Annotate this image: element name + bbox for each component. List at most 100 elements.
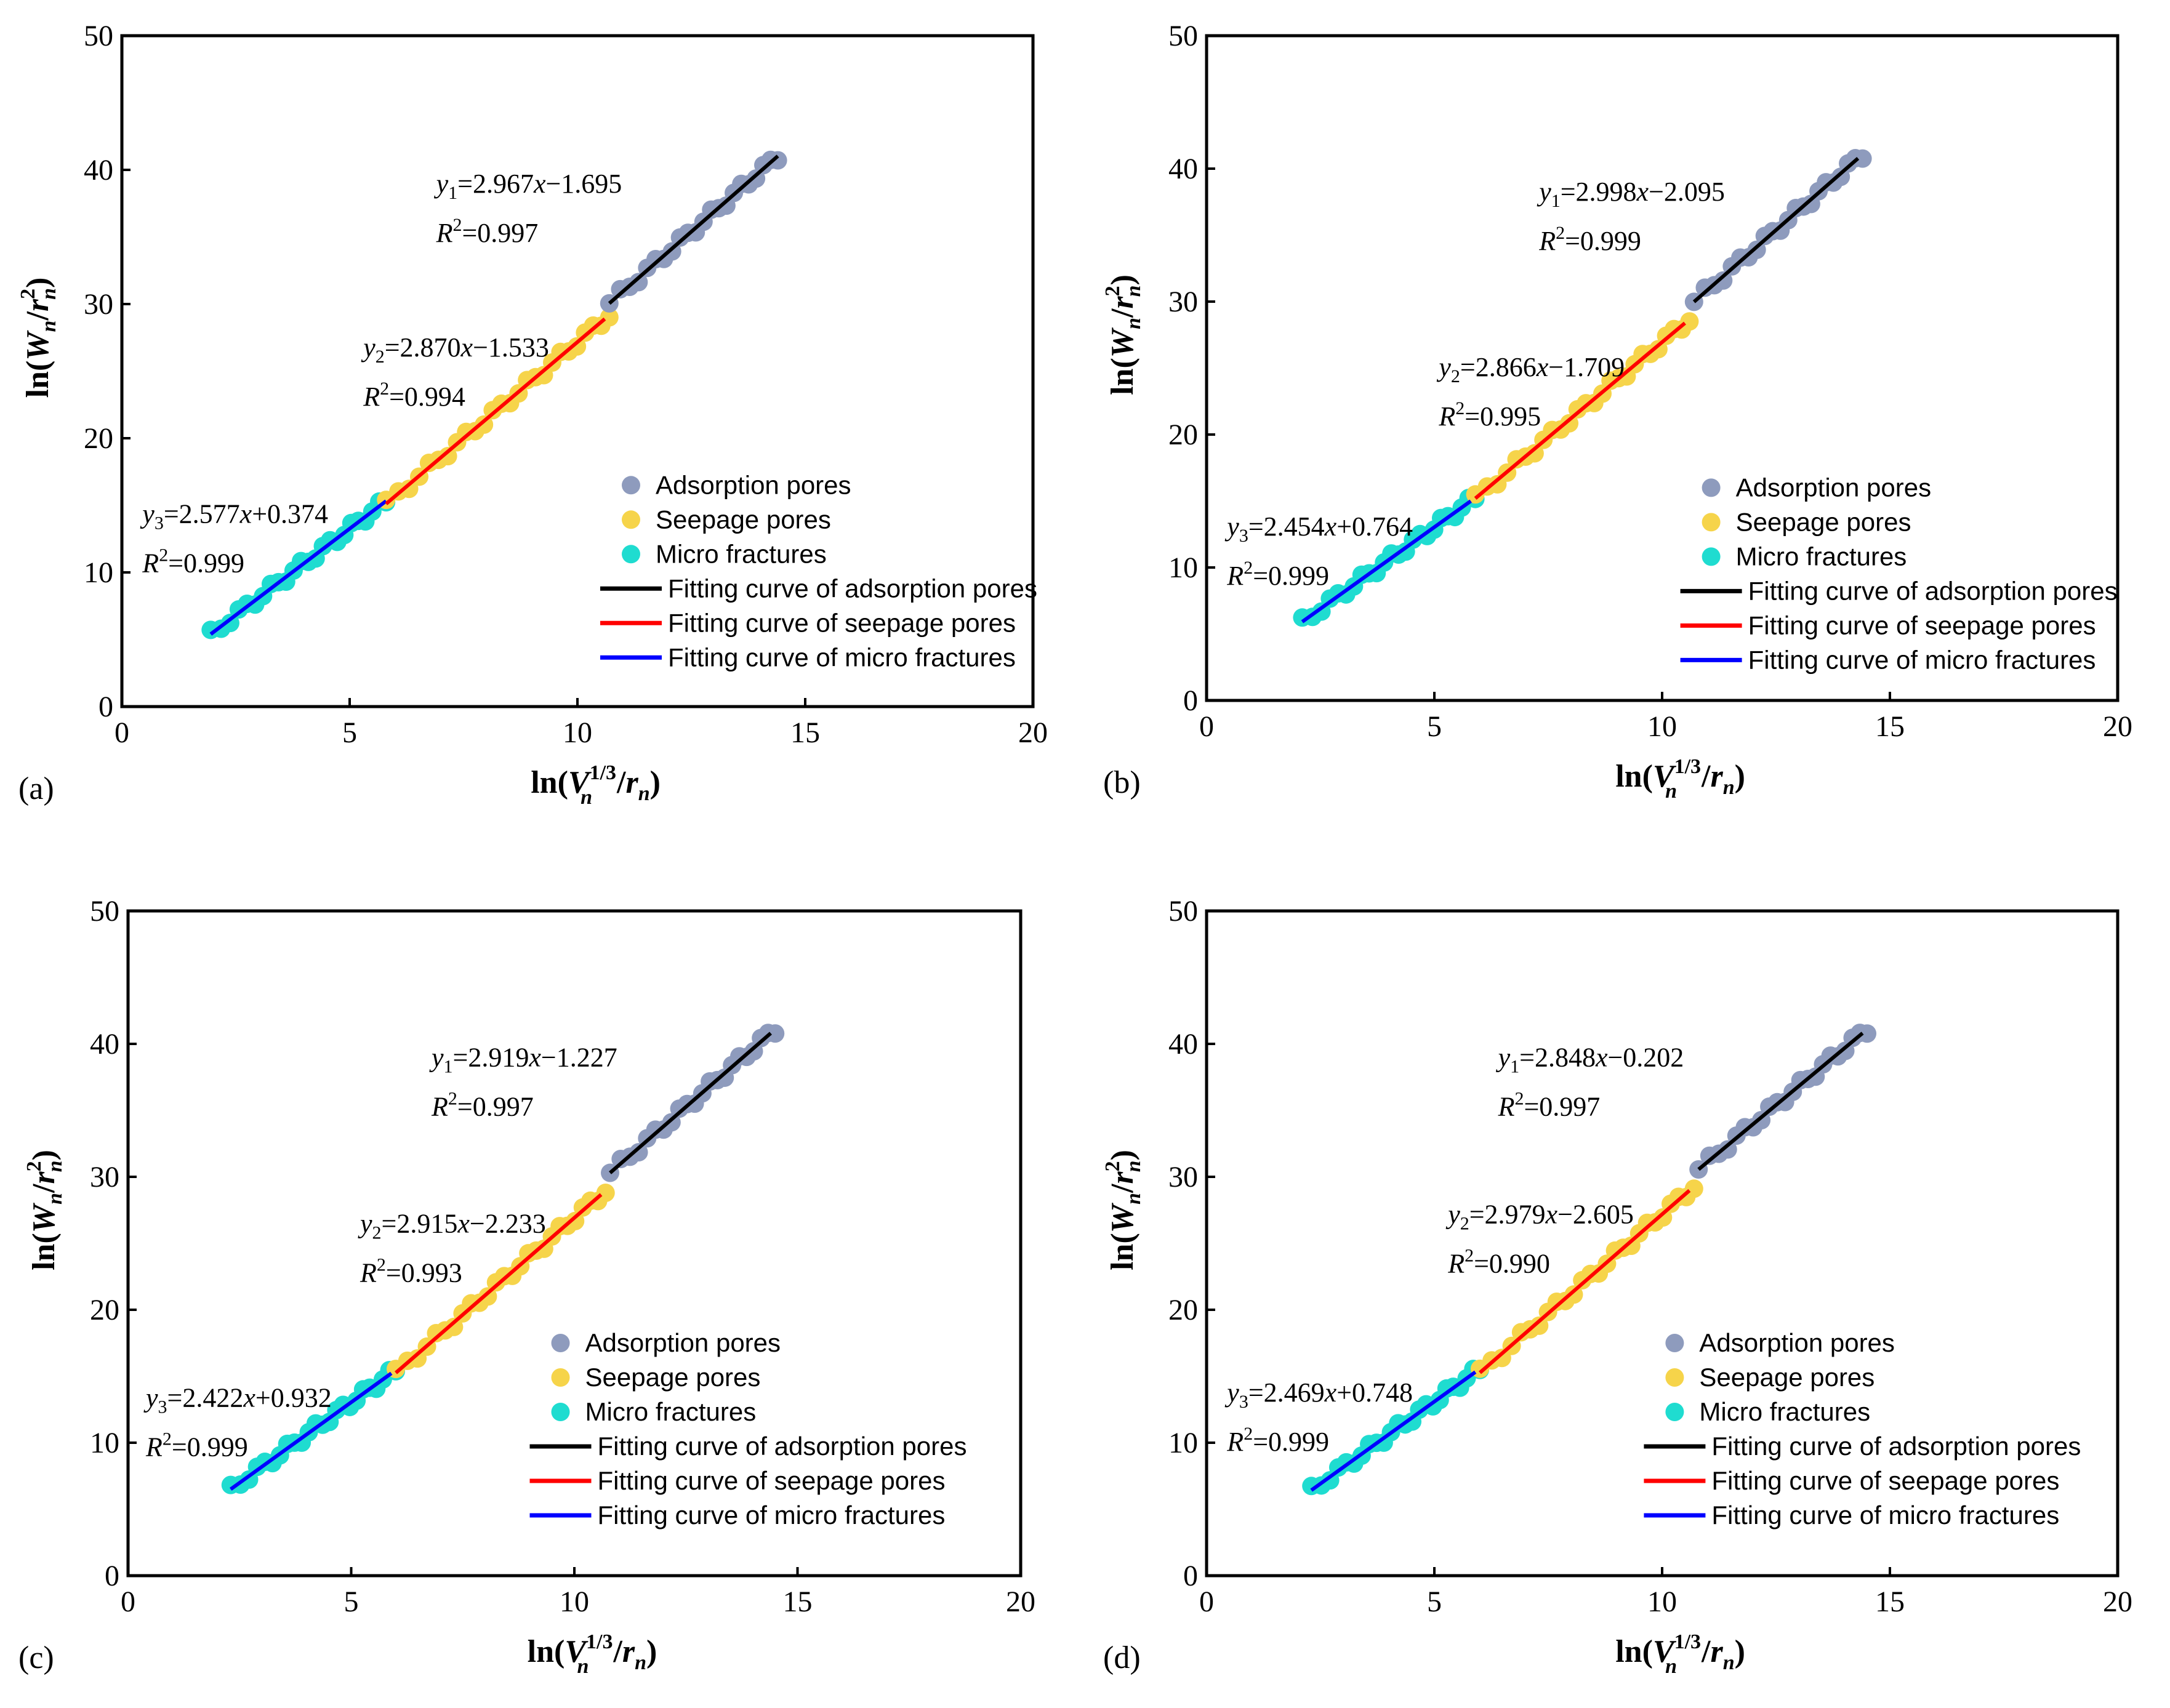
legend-micro-fractures-marker	[1665, 1403, 1684, 1421]
y-axis-label: ln(Wn/r2n)	[1101, 1150, 1145, 1270]
r-squared-1: R2=0.997	[431, 1089, 534, 1122]
x-tick-label: 5	[1427, 710, 1442, 743]
chart-svg: 0 5 10 15 20 0 10 20 30 40 50 ln(V1/3 n/rn) ln(Wn/r2n…	[1101, 20, 2132, 803]
x-tick-label: 0	[115, 716, 129, 749]
seepage-point	[444, 1317, 464, 1336]
x-tick-label: 15	[1875, 710, 1905, 743]
legend-micro-fractures-label: Micro fractures	[585, 1397, 757, 1426]
y-tick-label: 10	[84, 556, 113, 589]
fit-equation-3: y3=2.454x+0.764	[1224, 511, 1413, 546]
fit-line-adsorption	[1697, 1032, 1864, 1171]
y-tick-label: 40	[90, 1028, 119, 1060]
legend-seepage-pores-label: Seepage pores	[1736, 507, 1911, 536]
fit-line-adsorption	[1692, 156, 1860, 303]
seepage-point	[568, 337, 587, 356]
fit-equation-2: y2=2.979x−2.605	[1445, 1200, 1634, 1234]
legend-fit-adsorption-label: Fitting curve of adsorption pores	[1711, 1432, 2081, 1461]
legend-seepage-pores-marker	[622, 510, 640, 529]
r-squared-3: R2=0.999	[1226, 1424, 1329, 1457]
seepage-point	[1525, 444, 1544, 463]
fit-equation-2: y2=2.915x−2.233	[358, 1209, 546, 1243]
y-tick-label: 30	[90, 1161, 119, 1193]
micro-fracture-point	[1312, 602, 1331, 621]
r-squared-2: R2=0.993	[360, 1255, 462, 1288]
legend-adsorption-pores-marker	[1702, 478, 1721, 497]
seepage-point	[438, 447, 457, 466]
legend-micro-fractures-label: Micro fractures	[656, 539, 827, 568]
chart-panel-a: 0 5 10 15 20 0 10 20 30 40 50 ln(V1/3 n/rn) ln(Wn/r2n…	[0, 0, 1085, 854]
fit-equation-1: y1=2.998x−2.095	[1537, 177, 1725, 211]
fit-line-micro	[209, 499, 388, 636]
x-tick-label: 0	[1199, 710, 1214, 743]
r-squared-2: R2=0.994	[363, 379, 465, 412]
legend-fit-adsorption-label: Fitting curve of adsorption pores	[1748, 576, 2118, 605]
x-tick-label: 20	[1006, 1586, 1035, 1618]
seepage-point	[600, 308, 619, 327]
seepage-point	[1530, 1316, 1549, 1335]
seepage-point	[400, 479, 419, 499]
x-tick-label: 10	[560, 1586, 589, 1618]
fit-equation-2: y2=2.870x−1.533	[361, 332, 549, 367]
seepage-point	[1564, 1285, 1583, 1304]
fit-line-seepage	[385, 317, 606, 505]
r-squared-3: R2=0.999	[1226, 558, 1329, 591]
legend-fit-seepage-label: Fitting curve of seepage pores	[598, 1466, 946, 1495]
r-squared-2: R2=0.990	[1447, 1246, 1550, 1279]
chart-panel-c: 0 5 10 15 20 0 10 20 30 40 50 ln(V1/3 n/rn) ln(Wn/r2n…	[0, 854, 1085, 1707]
chart-panel-d: 0 5 10 15 20 0 10 20 30 40 50 ln(V1/3 n/rn) ln(Wn/r2n…	[1085, 854, 2169, 1707]
fit-equation-3: y3=2.577x+0.374	[140, 499, 328, 533]
x-tick-label: 15	[783, 1586, 813, 1618]
x-axis-label: ln(V1/3 n/rn)	[1615, 1630, 1745, 1678]
fit-line-adsorption	[609, 1032, 772, 1174]
x-tick-label: 10	[1647, 1586, 1677, 1618]
legend-seepage-pores-label: Seepage pores	[585, 1363, 761, 1392]
fit-equation-3: y3=2.469x+0.748	[1224, 1377, 1413, 1412]
chart-svg: 0 5 10 15 20 0 10 20 30 40 50 ln(V1/3 n/rn) ln(Wn/r2n…	[18, 895, 1035, 1678]
y-tick-label: 40	[84, 154, 113, 186]
y-axis-label: ln(Wn/r2n)	[23, 1150, 66, 1270]
r-squared-3: R2=0.999	[142, 545, 244, 578]
seepage-point	[566, 1211, 585, 1230]
y-tick-label: 50	[1168, 20, 1198, 52]
panel-label: (d)	[1103, 1640, 1141, 1675]
legend-fit-seepage-label: Fitting curve of seepage pores	[1748, 611, 2096, 639]
seepage-point	[1560, 414, 1579, 433]
y-tick-label: 30	[1168, 286, 1198, 318]
panel-label: (b)	[1103, 765, 1141, 800]
legend-adsorption-pores-label: Adsorption pores	[1736, 473, 1932, 502]
y-tick-label: 20	[84, 422, 113, 455]
fit-line-seepage	[395, 1193, 603, 1374]
chart-panel-b: 0 5 10 15 20 0 10 20 30 40 50 ln(V1/3 n/rn) ln(Wn/r2n…	[1085, 0, 2169, 854]
fit-equation-1: y1=2.919x−1.227	[429, 1043, 617, 1077]
adsorption-point	[1853, 149, 1872, 168]
fit-equation-2: y2=2.866x−1.709	[1436, 352, 1625, 387]
chart-svg: 0 5 10 15 20 0 10 20 30 40 50 ln(V1/3 n/rn) ln(Wn/r2n…	[17, 20, 1048, 809]
fit-equation-3: y3=2.422x+0.932	[143, 1383, 332, 1417]
fit-line-micro	[1301, 499, 1472, 623]
fit-equation-1: y1=2.967x−1.695	[434, 169, 622, 203]
x-tick-label: 20	[2103, 710, 2132, 743]
adsorption-point	[768, 151, 787, 170]
legend-fit-adsorption-label: Fitting curve of adsorption pores	[598, 1432, 967, 1461]
seepage-point	[596, 1184, 615, 1203]
y-tick-label: 0	[1183, 1560, 1198, 1592]
legend-fit-seepage-label: Fitting curve of seepage pores	[668, 608, 1016, 637]
y-tick-label: 0	[105, 1560, 119, 1592]
x-tick-label: 0	[1199, 1586, 1214, 1618]
y-tick-label: 10	[90, 1427, 119, 1459]
legend-adsorption-pores-marker	[1665, 1334, 1684, 1352]
x-axis-label: ln(V1/3 n/rn)	[1615, 755, 1745, 803]
r-squared-1: R2=0.997	[1498, 1089, 1601, 1122]
legend-fit-micro-label: Fitting curve of micro fractures	[668, 643, 1016, 672]
y-tick-label: 40	[1168, 153, 1198, 185]
panel-label: (a)	[18, 771, 54, 806]
legend-fit-adsorption-label: Fitting curve of adsorption pores	[668, 574, 1037, 603]
r-squared-1: R2=0.997	[436, 215, 539, 248]
fit-line-seepage	[1479, 1189, 1691, 1374]
fit-line-micro	[229, 1371, 393, 1491]
legend-adsorption-pores-label: Adsorption pores	[656, 470, 851, 499]
x-tick-label: 0	[121, 1586, 135, 1618]
legend-adsorption-pores-marker	[622, 476, 640, 495]
y-tick-label: 50	[1168, 895, 1198, 928]
seepage-point	[1654, 1208, 1673, 1227]
